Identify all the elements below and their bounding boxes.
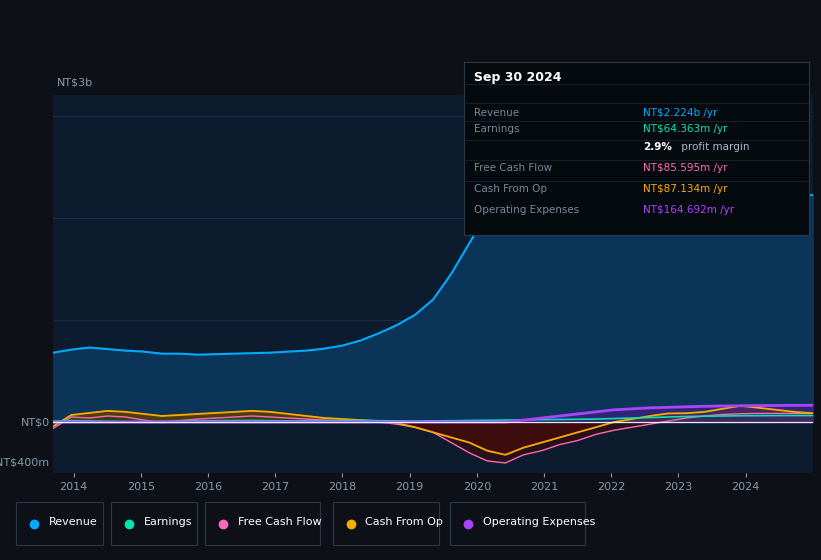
Text: 2.9%: 2.9% <box>643 142 672 152</box>
Text: NT$0: NT$0 <box>21 417 49 427</box>
Text: NT$64.363m /yr: NT$64.363m /yr <box>643 124 727 134</box>
Text: Sep 30 2024: Sep 30 2024 <box>475 71 562 84</box>
Text: NT$2.224b /yr: NT$2.224b /yr <box>643 108 718 118</box>
Text: Cash From Op: Cash From Op <box>365 517 443 527</box>
Text: profit margin: profit margin <box>677 142 749 152</box>
Text: Earnings: Earnings <box>144 517 192 527</box>
Text: Cash From Op: Cash From Op <box>475 184 548 194</box>
Text: NT$85.595m /yr: NT$85.595m /yr <box>643 163 727 173</box>
Text: Free Cash Flow: Free Cash Flow <box>475 163 553 173</box>
Text: -NT$400m: -NT$400m <box>0 458 49 468</box>
Text: NT$87.134m /yr: NT$87.134m /yr <box>643 184 727 194</box>
Text: NT$164.692m /yr: NT$164.692m /yr <box>643 205 734 215</box>
Text: Revenue: Revenue <box>475 108 520 118</box>
Text: Operating Expenses: Operating Expenses <box>483 517 595 527</box>
Text: NT$3b: NT$3b <box>57 78 94 87</box>
Text: Operating Expenses: Operating Expenses <box>475 205 580 215</box>
Text: Revenue: Revenue <box>49 517 98 527</box>
Text: Earnings: Earnings <box>475 124 520 134</box>
Text: Free Cash Flow: Free Cash Flow <box>238 517 322 527</box>
